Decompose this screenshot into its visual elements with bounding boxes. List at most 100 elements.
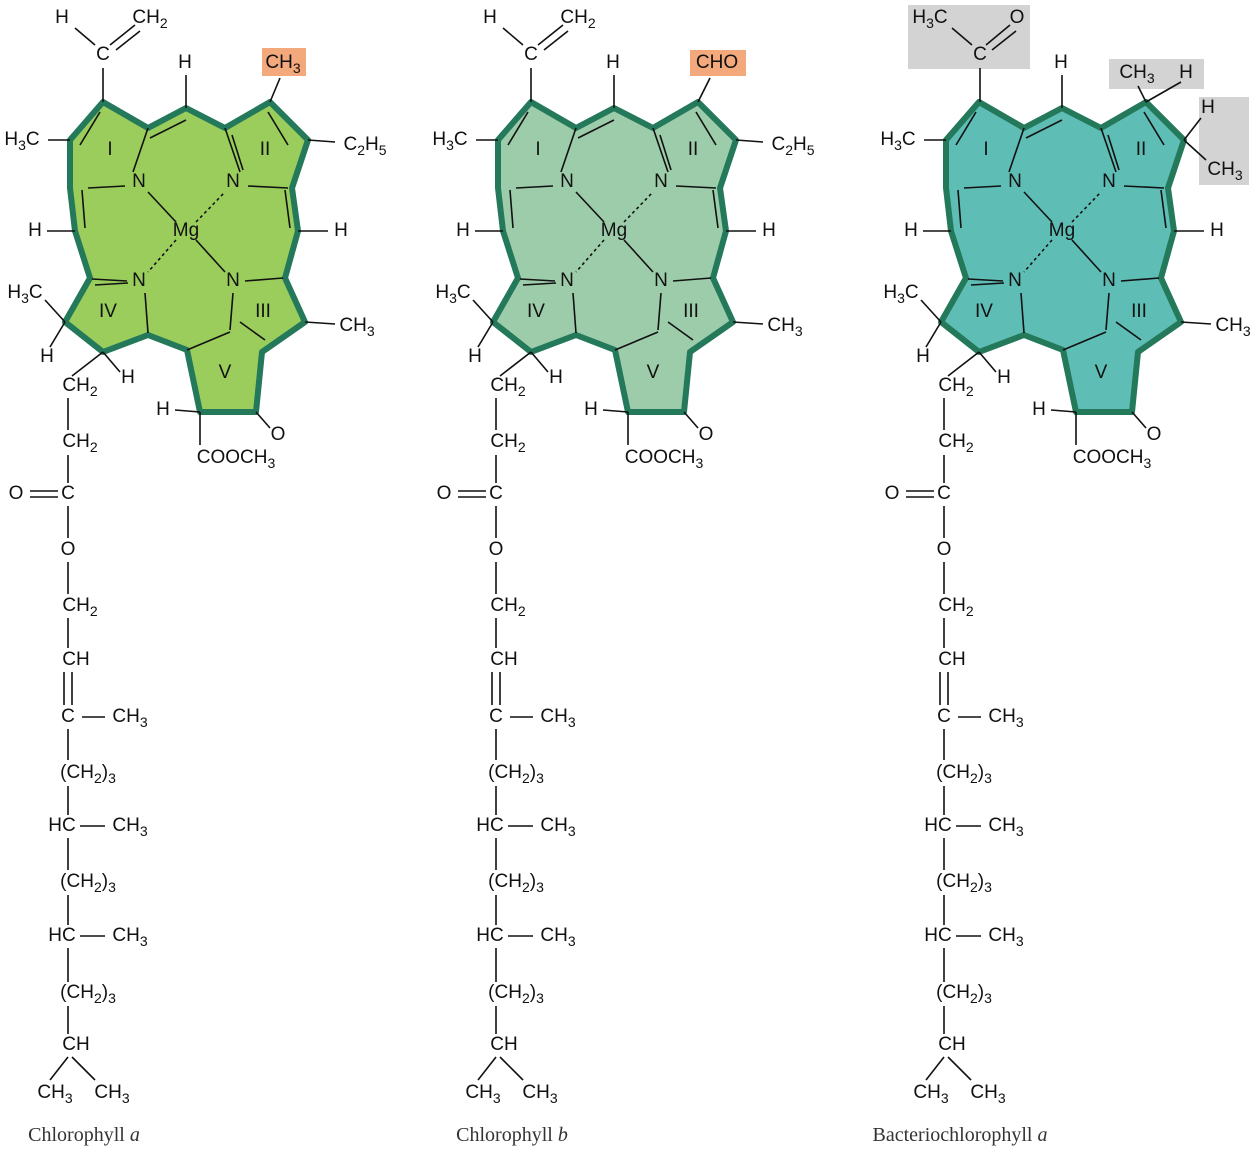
bond — [991, 30, 1017, 51]
atom-label: I — [107, 139, 112, 160]
atom-label: H — [55, 7, 69, 28]
bond — [519, 278, 556, 282]
bond — [577, 119, 615, 139]
atom-label: C — [937, 483, 951, 504]
molecule-name: Chlorophyll a — [28, 1124, 140, 1146]
atom-label: HC — [924, 925, 951, 946]
bond — [1183, 139, 1207, 161]
bond — [623, 239, 654, 273]
atom-label: H — [549, 367, 563, 388]
bond — [951, 27, 973, 46]
atom-label: O — [885, 483, 900, 504]
atom-label: CHO — [696, 52, 738, 73]
bond — [683, 411, 699, 429]
atom-label: C — [937, 706, 951, 727]
atom-label: (CH2)3 — [936, 982, 992, 1006]
bond — [144, 292, 149, 334]
bond — [284, 189, 291, 229]
atom-label: N — [654, 270, 668, 291]
bond — [515, 185, 554, 189]
bond — [537, 24, 564, 46]
atom-label: H — [1201, 97, 1215, 118]
bond — [269, 77, 281, 103]
atom-label: (CH2)3 — [60, 871, 116, 895]
bond — [499, 1056, 524, 1081]
bond — [244, 277, 284, 282]
atom-label: C2H5 — [343, 134, 386, 158]
bond — [697, 77, 711, 103]
bond — [239, 321, 266, 341]
highlight-box — [1109, 59, 1204, 89]
atom-label: H3C — [4, 129, 39, 153]
atom-label: III — [683, 301, 699, 322]
atom-label: CH3 — [540, 925, 575, 949]
atom-label: I — [535, 139, 540, 160]
bond — [955, 111, 977, 146]
bond — [87, 185, 126, 189]
atom-label: H — [1210, 220, 1224, 241]
atom-label: H3C — [880, 129, 915, 153]
atom-label: CH2 — [938, 431, 973, 455]
molecule — [30, 24, 336, 1081]
bond — [477, 321, 494, 348]
atom-label: N — [132, 270, 146, 291]
atom-label: C — [61, 706, 75, 727]
atom-label: O — [1147, 424, 1162, 445]
atom-label: CH3 — [339, 315, 374, 339]
bond — [1183, 117, 1202, 141]
atom-label: CH3 — [37, 1082, 72, 1106]
atom-label: N — [226, 270, 240, 291]
atom-label: I — [983, 139, 988, 160]
bond — [231, 134, 244, 171]
atom-label: CH2 — [132, 7, 167, 31]
atom-label: H — [916, 346, 930, 367]
porphyrin-ring — [938, 99, 1187, 415]
atom-label: CH3 — [265, 52, 300, 76]
atom-label: (CH2)3 — [488, 982, 544, 1006]
bond — [657, 292, 662, 331]
atom-label: C — [489, 483, 503, 504]
atom-label: O — [1010, 7, 1025, 28]
atom-label: H3C — [883, 282, 918, 306]
bond — [307, 139, 336, 143]
atom-label: H — [121, 367, 135, 388]
atom-label: H — [606, 52, 620, 73]
bond — [978, 351, 997, 373]
atom-label: II — [1136, 139, 1147, 160]
atom-label: CH3 — [540, 706, 575, 730]
atom-label: HC — [476, 925, 503, 946]
bond — [499, 351, 532, 377]
atom-label: HC — [48, 815, 75, 836]
highlight-box — [690, 50, 746, 76]
bond — [115, 30, 141, 51]
bond — [94, 282, 129, 286]
bond — [255, 411, 271, 429]
atom-label: IV — [99, 301, 117, 322]
bond — [1100, 127, 1117, 173]
bond — [109, 24, 136, 46]
atom-label: H — [178, 52, 192, 73]
bond — [502, 27, 524, 46]
atom-label: O — [9, 483, 24, 504]
molecule — [458, 24, 764, 1081]
bond — [947, 351, 980, 377]
atom-label: HC — [924, 815, 951, 836]
atom-label: H — [762, 220, 776, 241]
atom-label: C — [524, 44, 538, 65]
atom-label: CH3 — [988, 925, 1023, 949]
atom-label: (CH2)3 — [60, 982, 116, 1006]
atom-label: O — [699, 424, 714, 445]
bond — [925, 1056, 945, 1081]
atom-label: H — [40, 346, 54, 367]
coordinate-bond — [623, 191, 654, 223]
bond — [49, 1056, 69, 1081]
atom-label: CH — [938, 1034, 965, 1055]
atom-label: H — [156, 399, 170, 420]
atom-label: CH2 — [62, 595, 97, 619]
atom-label: COOCH3 — [1073, 447, 1152, 471]
bond — [79, 111, 101, 146]
atom-label: III — [1131, 301, 1147, 322]
bond — [732, 321, 764, 325]
atom-label: H — [456, 220, 470, 241]
atom-label: N — [1008, 171, 1022, 192]
